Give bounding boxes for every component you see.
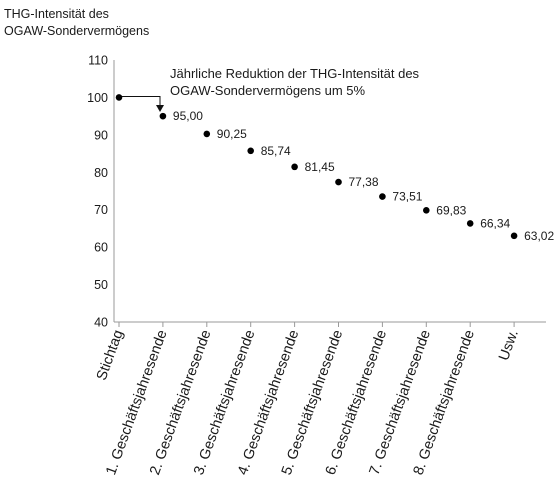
x-tick-label: Stichtag (94, 328, 127, 383)
data-label: 90,25 (217, 127, 247, 141)
y-tick-label: 70 (94, 203, 108, 217)
data-point (247, 147, 254, 155)
y-axis-title-line-1: THG-Intensität des (4, 7, 109, 21)
data-labels: 95,00 90,25 85,74 81,45 77,38 73,51 69,83 66,34… (173, 109, 555, 243)
data-label: 95,00 (173, 109, 203, 123)
reduction-arrow (120, 96, 164, 112)
data-point (379, 193, 386, 200)
y-tick-label: 50 (94, 278, 108, 292)
y-tick-label: 60 (94, 241, 108, 255)
data-label: 81,45 (305, 160, 335, 174)
data-label: 73,51 (392, 190, 422, 204)
data-point (203, 130, 211, 138)
y-axis-title-line-2: OGAW-Sondervermögens (4, 24, 149, 38)
annotation-line-1: Jährliche Reduktion der THG-Intensität d… (170, 66, 420, 81)
data-point (115, 94, 123, 101)
y-tick-label: 80 (94, 166, 108, 180)
data-label: 66,34 (480, 216, 510, 230)
data-point (466, 220, 474, 227)
y-tick-label: 110 (88, 54, 108, 68)
y-tick-label: 100 (87, 91, 108, 105)
data-point (159, 112, 167, 120)
data-points (115, 94, 518, 240)
data-label: 63,02 (524, 229, 554, 243)
y-tick-label: 40 (94, 316, 108, 330)
data-label: 85,74 (261, 144, 291, 158)
y-ticks: 40 50 60 70 80 90 100 110 (87, 54, 108, 330)
annotation-line-2: OGAW-Sondervermögens um 5% (170, 83, 366, 98)
data-point (510, 232, 518, 240)
data-point (423, 207, 430, 214)
data-point (335, 178, 342, 186)
data-label: 69,83 (436, 203, 466, 217)
x-tick-label: Usw. (496, 328, 522, 363)
y-tick-label: 90 (94, 128, 108, 142)
data-label: 77,38 (349, 175, 379, 189)
data-point (291, 163, 298, 171)
